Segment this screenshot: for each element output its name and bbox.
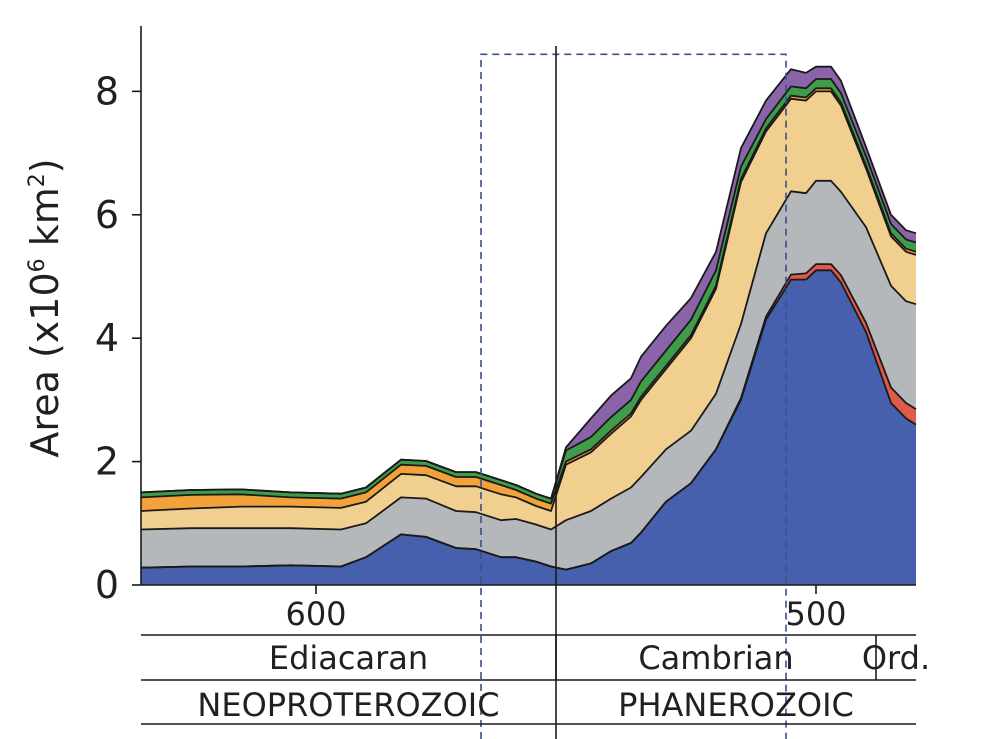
dashed-box-outline	[480, 53, 787, 739]
series-top-line-7	[140, 65, 917, 500]
y-axis: 0 2 4 6 8	[95, 26, 142, 607]
series-top-line-4	[140, 90, 917, 512]
area-series-3	[141, 180, 916, 570]
area-series-group	[141, 66, 916, 585]
y-tick-label: 4	[95, 316, 119, 360]
x-axis: 600 500	[141, 584, 916, 633]
area-series-4	[141, 91, 916, 530]
y-tick-label: 2	[95, 440, 119, 484]
period-label: Cambrian	[638, 639, 793, 677]
period-label: Ord.	[862, 639, 930, 677]
highlight-dashed-box	[480, 53, 787, 739]
series-top-line-2	[140, 263, 917, 571]
y-axis-label: Area (x106 km2)	[23, 158, 67, 457]
x-tick-label: 500	[785, 595, 846, 633]
geologic-timescale: Ediacaran Cambrian Ord. NEOPROTEROZOIC PHANE…	[141, 634, 930, 725]
area-series-1	[141, 270, 916, 585]
era-label: NEOPROTEROZOIC	[197, 686, 499, 724]
series-top-line-5	[140, 87, 917, 505]
series-top-line-3	[140, 179, 917, 531]
period-label: Ediacaran	[269, 639, 428, 677]
era-label: PHANEROZOIC	[618, 686, 854, 724]
x-tick-label: 600	[285, 595, 346, 633]
series-boundary-lines	[140, 65, 917, 571]
y-tick-label: 0	[95, 563, 119, 607]
y-tick-label: 6	[95, 193, 119, 237]
y-tick-label: 8	[95, 69, 119, 113]
